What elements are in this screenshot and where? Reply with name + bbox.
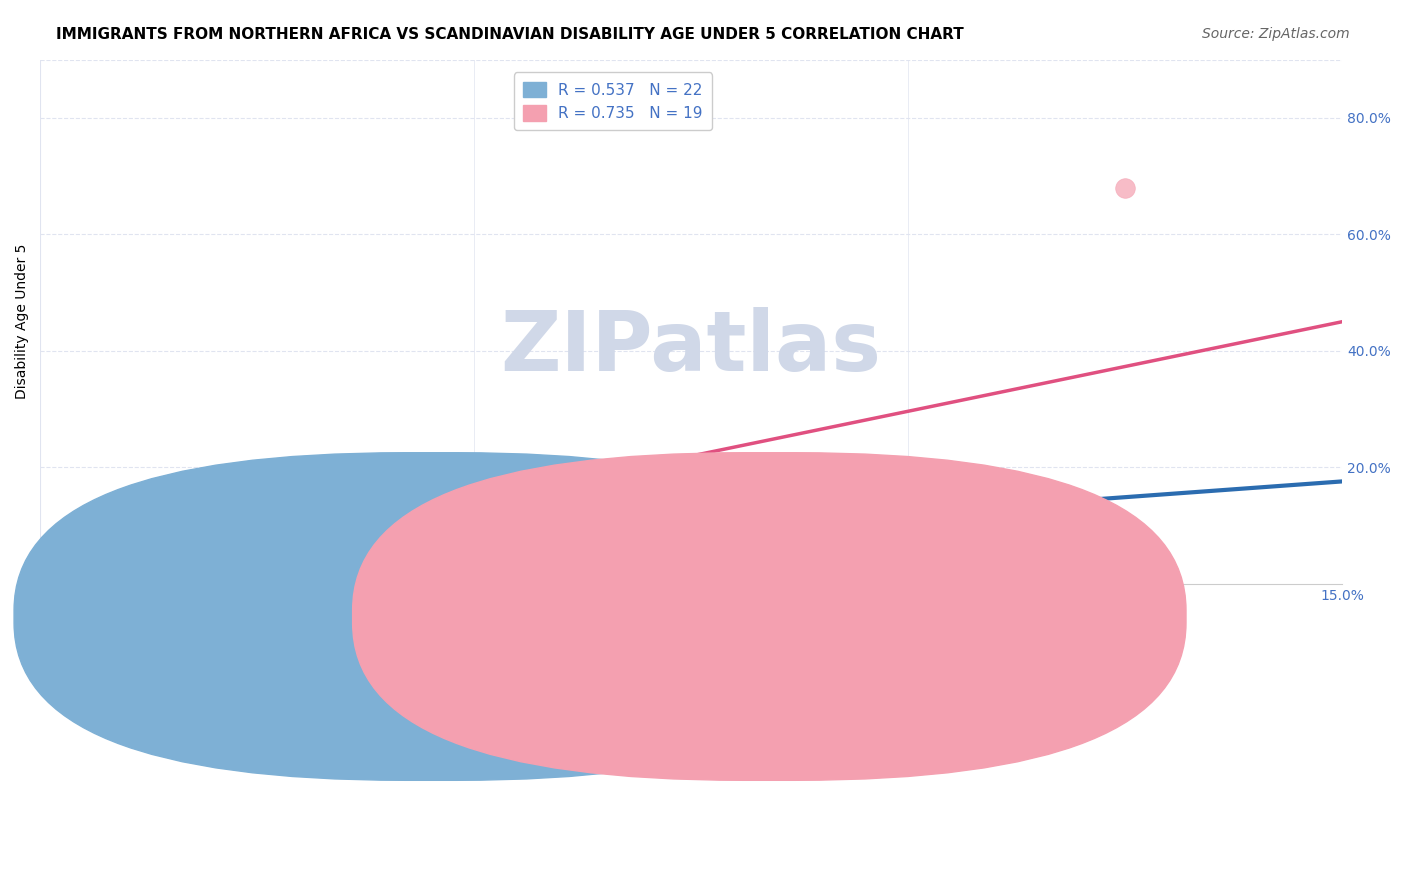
Text: Immigrants from Northern Africa: Immigrants from Northern Africa: [422, 604, 648, 618]
Legend: R = 0.537   N = 22, R = 0.735   N = 19: R = 0.537 N = 22, R = 0.735 N = 19: [515, 72, 711, 130]
FancyBboxPatch shape: [353, 453, 1187, 780]
Point: [576, 574, 599, 588]
Point: [46, 570, 69, 584]
Point: [82, 565, 104, 579]
Point: [654, 507, 676, 521]
Point: [359, 572, 381, 586]
Point: [271, 518, 294, 533]
Point: [463, 518, 485, 533]
Point: [506, 516, 529, 530]
Point: [63, 568, 86, 582]
Point: [63, 568, 86, 582]
Point: [115, 553, 138, 567]
Point: [38, 571, 60, 585]
Point: [984, 501, 1007, 516]
Point: [72, 562, 94, 576]
FancyBboxPatch shape: [14, 453, 848, 780]
Point: [290, 575, 312, 590]
Point: [90, 571, 112, 585]
Point: [82, 566, 104, 581]
Point: [124, 553, 146, 567]
Point: [55, 565, 77, 579]
Point: [63, 566, 86, 581]
Y-axis label: Disability Age Under 5: Disability Age Under 5: [15, 244, 30, 400]
Point: [98, 550, 121, 565]
Point: [55, 572, 77, 586]
Point: [46, 570, 69, 584]
Point: [681, 509, 703, 524]
Text: ZIPatlas: ZIPatlas: [501, 308, 882, 388]
Point: [72, 570, 94, 584]
Point: [897, 504, 920, 518]
Point: [307, 530, 329, 544]
Point: [55, 572, 77, 586]
Point: [489, 509, 512, 524]
Point: [38, 568, 60, 582]
Point: [72, 566, 94, 581]
Text: IMMIGRANTS FROM NORTHERN AFRICA VS SCANDINAVIAN DISABILITY AGE UNDER 5 CORRELATI: IMMIGRANTS FROM NORTHERN AFRICA VS SCAND…: [56, 27, 965, 42]
Point: [810, 460, 832, 475]
Point: [419, 458, 441, 472]
Point: [1114, 180, 1136, 194]
Point: [298, 529, 321, 543]
Point: [818, 498, 841, 512]
Point: [107, 549, 129, 563]
Point: [46, 571, 69, 585]
Text: Source: ZipAtlas.com: Source: ZipAtlas.com: [1202, 27, 1350, 41]
Point: [593, 518, 616, 533]
Point: [637, 477, 659, 491]
Point: [290, 518, 312, 533]
Text: Scandinavians: Scandinavians: [797, 604, 897, 618]
